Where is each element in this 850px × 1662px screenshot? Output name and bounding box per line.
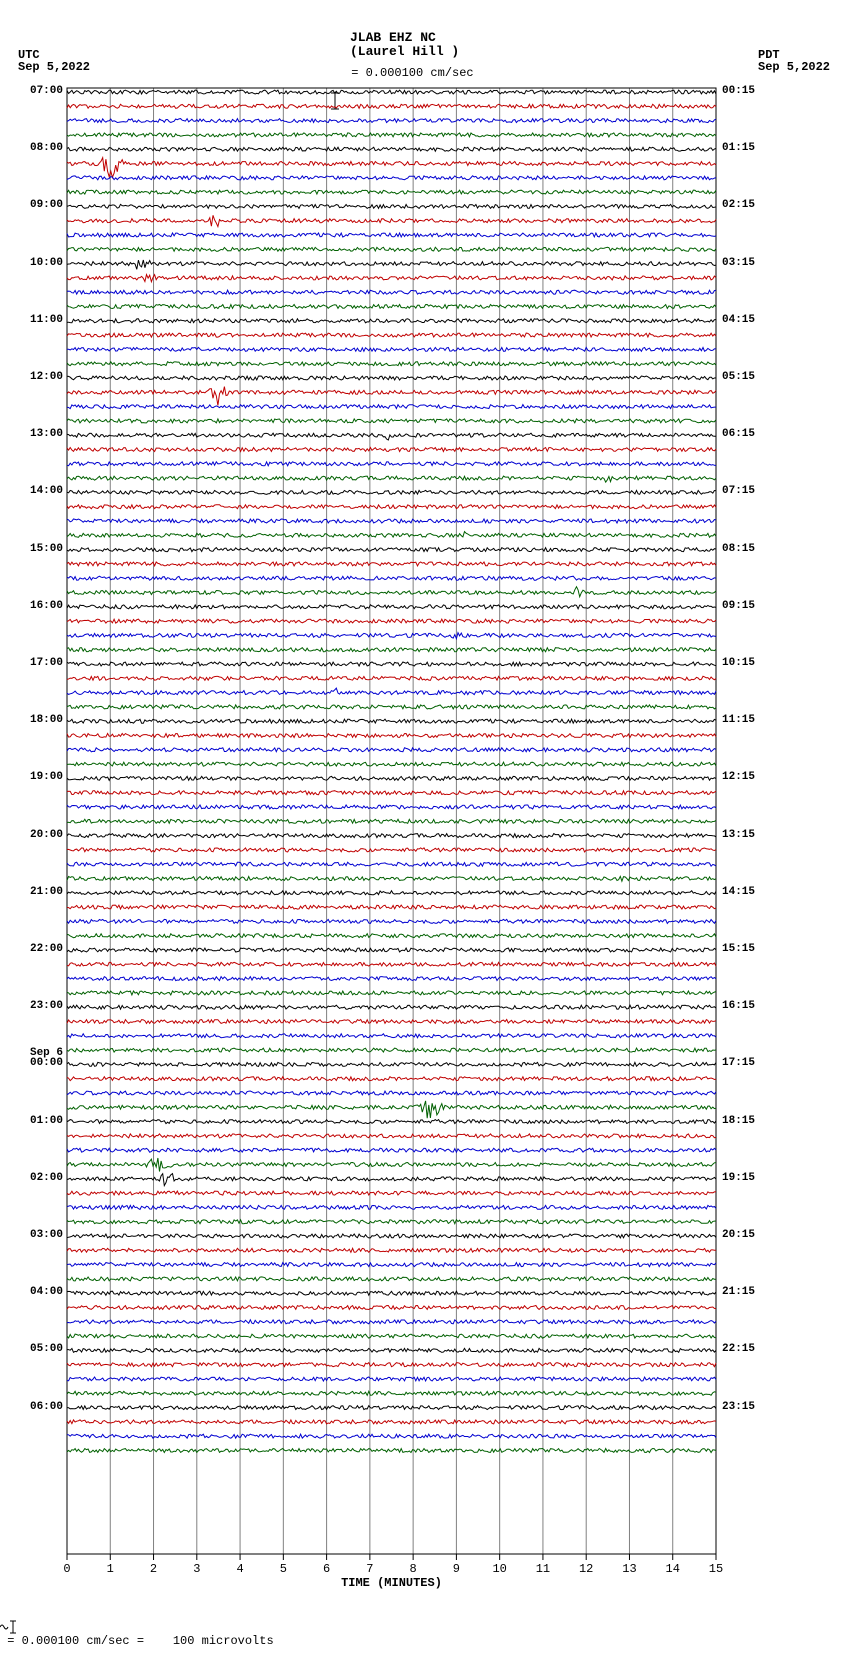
right-hour-label: 15:15 <box>722 943 755 955</box>
left-hour-label: 00:00 <box>30 1057 63 1069</box>
footer-scale: = 0.000100 cm/sec = 100 microvolts <box>0 1592 274 1662</box>
right-hour-label: 20:15 <box>722 1229 755 1241</box>
footer-text: = 0.000100 cm/sec = 100 microvolts <box>0 1634 274 1648</box>
right-hour-label: 06:15 <box>722 428 755 440</box>
right-hour-label: 00:15 <box>722 85 755 97</box>
svg-text:TIME (MINUTES): TIME (MINUTES) <box>341 1576 442 1590</box>
svg-text:9: 9 <box>453 1562 460 1576</box>
left-hour-label: 22:00 <box>30 943 63 955</box>
left-hour-label: 04:00 <box>30 1286 63 1298</box>
left-hour-label: 20:00 <box>30 829 63 841</box>
left-hour-label: 09:00 <box>30 199 63 211</box>
svg-text:3: 3 <box>193 1562 200 1576</box>
right-hour-label: 04:15 <box>722 314 755 326</box>
right-hour-label: 23:15 <box>722 1401 755 1413</box>
right-hour-label: 10:15 <box>722 657 755 669</box>
svg-text:1: 1 <box>107 1562 114 1576</box>
right-hour-label: 14:15 <box>722 886 755 898</box>
left-hour-label: 15:00 <box>30 543 63 555</box>
right-hour-label: 02:15 <box>722 199 755 211</box>
right-hour-label: 21:15 <box>722 1286 755 1298</box>
left-hour-label: 17:00 <box>30 657 63 669</box>
svg-text:7: 7 <box>366 1562 373 1576</box>
svg-text:2: 2 <box>150 1562 157 1576</box>
left-hour-label: 10:00 <box>30 257 63 269</box>
svg-text:15: 15 <box>709 1562 723 1576</box>
right-hour-label: 17:15 <box>722 1057 755 1069</box>
right-hour-label: 09:15 <box>722 600 755 612</box>
left-hour-label: 07:00 <box>30 85 63 97</box>
svg-text:8: 8 <box>410 1562 417 1576</box>
left-hour-label: 08:00 <box>30 142 63 154</box>
right-hour-label: 07:15 <box>722 485 755 497</box>
right-hour-label: 16:15 <box>722 1000 755 1012</box>
svg-text:6: 6 <box>323 1562 330 1576</box>
left-hour-label: 16:00 <box>30 600 63 612</box>
left-hour-label: 06:00 <box>30 1401 63 1413</box>
svg-text:12: 12 <box>579 1562 593 1576</box>
right-hour-label: 01:15 <box>722 142 755 154</box>
left-hour-label: 18:00 <box>30 714 63 726</box>
right-hour-label: 18:15 <box>722 1115 755 1127</box>
left-hour-label: 05:00 <box>30 1343 63 1355</box>
right-hour-label: 19:15 <box>722 1172 755 1184</box>
right-hour-label: 05:15 <box>722 371 755 383</box>
svg-text:0: 0 <box>63 1562 70 1576</box>
svg-text:4: 4 <box>236 1562 243 1576</box>
left-hour-label: 14:00 <box>30 485 63 497</box>
svg-text:5: 5 <box>280 1562 287 1576</box>
svg-text:13: 13 <box>622 1562 636 1576</box>
left-hour-label: 11:00 <box>30 314 63 326</box>
left-hour-label: 19:00 <box>30 771 63 783</box>
seismogram-plot: 0123456789101112131415TIME (MINUTES) <box>0 0 850 1613</box>
svg-text:10: 10 <box>492 1562 506 1576</box>
left-hour-label: 21:00 <box>30 886 63 898</box>
right-hour-label: 12:15 <box>722 771 755 783</box>
right-hour-label: 08:15 <box>722 543 755 555</box>
svg-text:11: 11 <box>536 1562 550 1576</box>
right-hour-label: 11:15 <box>722 714 755 726</box>
left-hour-label: 13:00 <box>30 428 63 440</box>
left-hour-label: 23:00 <box>30 1000 63 1012</box>
left-hour-label: 12:00 <box>30 371 63 383</box>
right-hour-label: 13:15 <box>722 829 755 841</box>
svg-text:14: 14 <box>666 1562 680 1576</box>
left-hour-label: 02:00 <box>30 1172 63 1184</box>
seismogram-container: JLAB EHZ NC (Laurel Hill ) = 0.000100 cm… <box>0 0 850 1613</box>
left-hour-label: 03:00 <box>30 1229 63 1241</box>
right-hour-label: 22:15 <box>722 1343 755 1355</box>
left-hour-label: 01:00 <box>30 1115 63 1127</box>
right-hour-label: 03:15 <box>722 257 755 269</box>
